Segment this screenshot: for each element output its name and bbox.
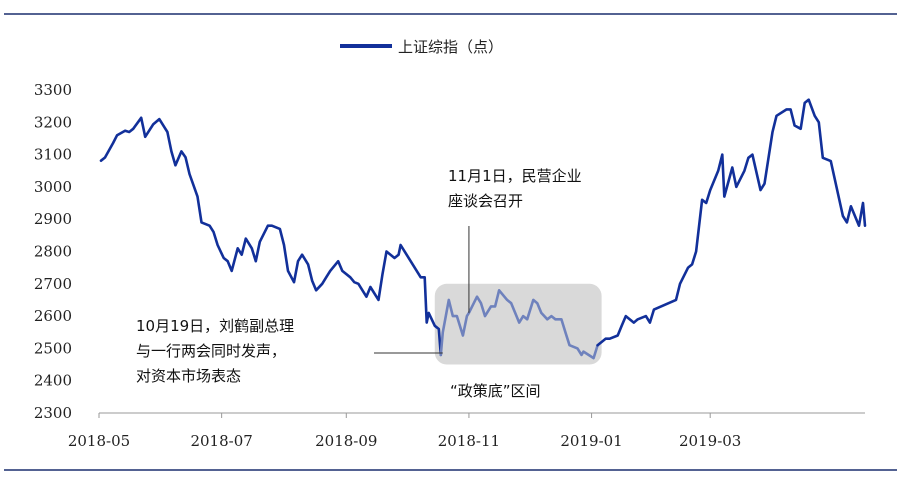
y-tick-label: 3000 [34, 178, 72, 196]
oct19-annotation-line: 10月19日，刘鹤副总理 [136, 317, 294, 335]
index-line-before [99, 116, 443, 357]
nov1-annotation-line: 11月1日，民营企业 [448, 167, 582, 185]
y-tick-label: 2500 [34, 339, 72, 357]
index-line-highlighted [439, 288, 599, 360]
nov1-annotation-line: 座谈会召开 [448, 192, 523, 210]
y-tick-label: 2900 [34, 210, 72, 228]
y-tick-label: 3100 [34, 146, 72, 164]
x-tick-label: 2018-07 [190, 432, 252, 450]
oct19-annotation-line: 对资本市场表态 [136, 367, 241, 385]
y-tick-label: 3200 [34, 113, 72, 131]
y-tick-label: 2800 [34, 243, 72, 261]
y-tick-label: 2600 [34, 307, 72, 325]
y-tick-label: 2300 [34, 404, 72, 422]
policy-bottom-region [434, 283, 602, 365]
policy-bottom-label: “政策底”区间 [450, 382, 541, 400]
x-tick-label: 2019-03 [679, 432, 741, 450]
y-tick-label: 2400 [34, 372, 72, 390]
index-line-after [596, 98, 867, 347]
x-tick-label: 2018-09 [315, 432, 377, 450]
chart-frame [4, 13, 897, 471]
legend: 上证综指（点） [340, 38, 503, 56]
y-tick-label: 2700 [34, 275, 72, 293]
x-tick-label: 2018-05 [68, 432, 130, 450]
x-tick-label: 2019-01 [560, 432, 622, 450]
oct19-annotation-line: 与一行两会同时发声， [136, 342, 286, 360]
y-tick-label: 3300 [34, 81, 72, 99]
legend-label: 上证综指（点） [398, 38, 503, 56]
x-tick-label: 2018-11 [438, 432, 500, 450]
